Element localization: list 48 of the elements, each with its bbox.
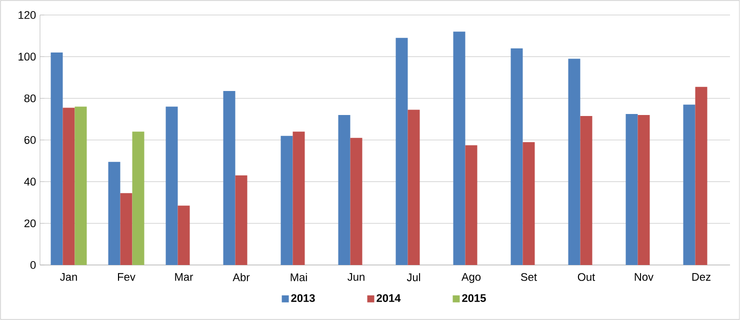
legend-label: 2015 [462,294,486,302]
y-tick-label: 80 [24,94,36,102]
bar [74,106,87,265]
bar [408,110,420,265]
y-tick-label: 0 [30,261,36,269]
x-tick-label: Jul [406,273,420,282]
y-tick-label: 20 [24,219,36,228]
bar [292,132,305,265]
legend-label: 2013 [291,294,315,302]
bar [695,86,708,265]
x-tick-label: Ago [461,273,481,283]
y-tick-label: 120 [18,11,36,19]
bar [132,132,144,265]
bar [280,136,293,265]
x-tick-label: Mai [290,273,307,282]
bar [510,48,523,265]
x-tick-label: Mar [175,273,194,281]
x-tick-label: Out [578,273,596,281]
bar [50,52,63,265]
bar [62,108,75,265]
bar [638,114,650,265]
y-tick-label: 100 [18,52,36,61]
bar [235,175,248,265]
x-tick-label: Abr [232,273,250,282]
bar [223,91,236,265]
bar [350,138,362,265]
bar [522,142,535,265]
x-tick-label: Dez [692,273,710,281]
bar [568,58,580,265]
bar [166,106,178,265]
y-tick-label: 60 [24,136,36,144]
y-tick-label: 40 [24,178,36,186]
bar [580,116,592,265]
x-tick-label: Nov [634,273,654,281]
bar [396,38,408,265]
x-tick-label: Jan [60,273,77,281]
bar [683,104,696,265]
x-tick-label: Fev [118,273,136,281]
legend-label: 2014 [376,294,401,302]
bar [465,145,478,265]
bar [338,114,350,265]
bar [178,206,190,265]
bar [626,114,638,265]
x-tick-label: Set [520,273,537,281]
bar [453,32,466,265]
bar [108,162,120,265]
bar [120,193,132,265]
x-tick-label: Jun [348,273,364,281]
